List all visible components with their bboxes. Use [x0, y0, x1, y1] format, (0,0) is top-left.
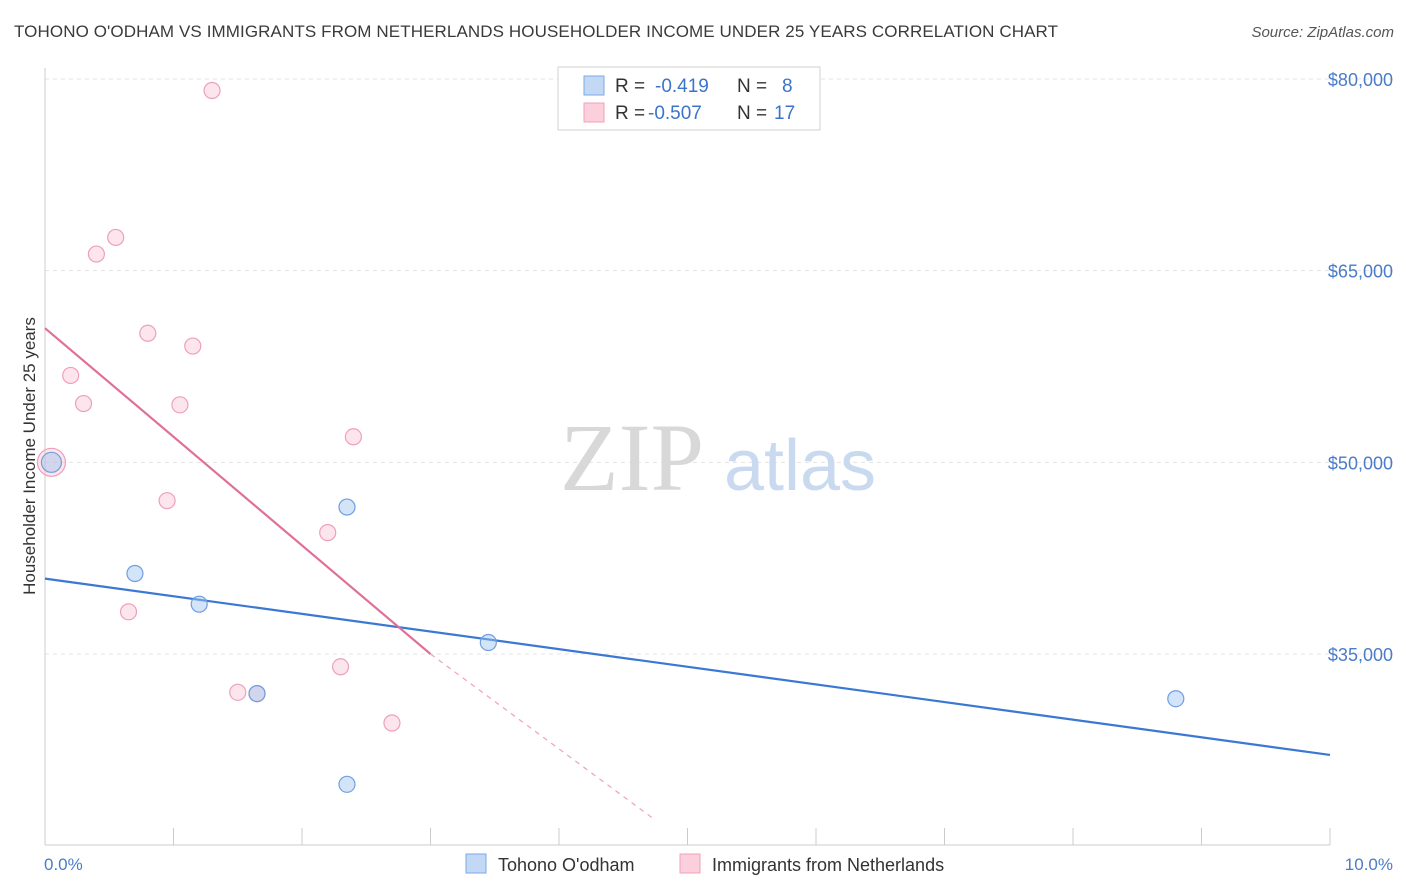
legend-r-label-1: R =	[615, 76, 645, 97]
y-tick-label-2: $65,000	[1328, 262, 1393, 282]
point-netherlands-16	[383, 714, 401, 732]
point-tohono-2	[190, 595, 208, 613]
trend-line-tohono	[44, 577, 1331, 757]
point-netherlands-7	[158, 492, 176, 510]
point-netherlands-10	[203, 81, 221, 100]
watermark-atlas: atlas	[724, 426, 876, 506]
legend-n-value-1: 8	[782, 76, 793, 97]
point-tohono-0	[40, 451, 63, 473]
point-netherlands-6	[139, 324, 157, 342]
legend-n-label-2: N =	[737, 103, 767, 124]
y-tick-label-1: $50,000	[1328, 453, 1393, 473]
point-tohono-6	[479, 633, 497, 652]
legend-n-value-2: 17	[774, 103, 795, 124]
chart-title: TOHONO O'ODHAM VS IMMIGRANTS FROM NETHER…	[14, 22, 1059, 41]
point-tohono-7	[1167, 690, 1185, 708]
point-tohono-4	[338, 498, 356, 516]
point-netherlands-13	[319, 524, 337, 542]
legend-swatch-tohono	[583, 75, 605, 96]
axes	[44, 68, 1331, 846]
point-tohono-5	[338, 775, 356, 793]
bottom-legend-swatch-tohono	[465, 853, 487, 874]
legend-r-label-2: R =	[615, 103, 645, 124]
point-netherlands-8	[171, 396, 189, 414]
legend-n-label-1: N =	[737, 76, 767, 97]
point-netherlands-3	[87, 245, 106, 263]
legend-r-value-2: -0.507	[648, 103, 702, 124]
point-netherlands-1	[62, 366, 80, 385]
point-tohono-3	[248, 685, 266, 703]
x-tick-label-1: 10.0%	[1345, 855, 1393, 874]
point-netherlands-11	[229, 683, 247, 701]
y-tick-label-0: $35,000	[1328, 645, 1393, 665]
bottom-legend-label-tohono: Tohono O'odham	[498, 855, 635, 875]
point-netherlands-5	[119, 603, 138, 621]
bottom-legend-swatch-netherlands	[679, 853, 701, 874]
trend-line-netherlands	[44, 327, 432, 655]
y-tick-label-3: $80,000	[1328, 70, 1393, 90]
point-netherlands-4	[107, 228, 125, 247]
x-tick-label-0: 0.0%	[44, 855, 83, 874]
legend-r-value-1: -0.419	[655, 76, 709, 97]
scatter-points	[36, 81, 1185, 793]
point-netherlands-9	[184, 337, 202, 355]
watermark-zip: ZIP	[560, 404, 704, 511]
trend-line-netherlands-extension	[430, 653, 656, 821]
bottom-legend-label-netherlands: Immigrants from Netherlands	[712, 855, 944, 875]
y-axis-title: Householder Income Under 25 years	[20, 317, 39, 595]
series-legend: Tohono O'odham Immigrants from Netherlan…	[465, 853, 944, 875]
point-netherlands-2	[74, 394, 93, 413]
point-tohono-1	[126, 564, 144, 583]
point-netherlands-15	[344, 428, 362, 446]
point-netherlands-14	[331, 658, 350, 676]
source-label: Source: ZipAtlas.com	[1251, 24, 1394, 41]
correlation-legend: R = -0.419 N = 8 R = -0.507 N = 17	[557, 66, 821, 131]
legend-swatch-netherlands	[583, 102, 605, 123]
gridlines	[45, 78, 1393, 655]
trend-lines	[44, 327, 1331, 821]
tick-labels: $35,000 $50,000 $65,000 $80,000 0.0% 10.0%	[44, 70, 1393, 874]
